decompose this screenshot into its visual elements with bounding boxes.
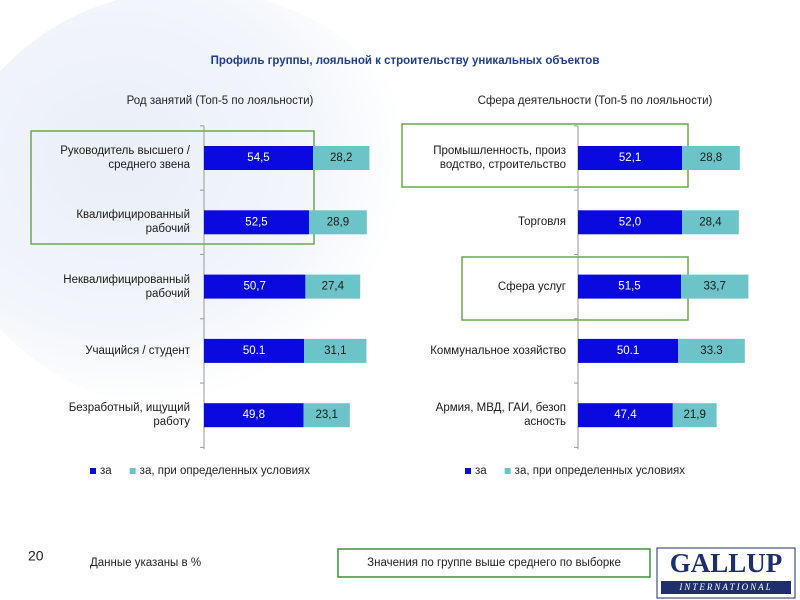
value-label: 33.3 bbox=[700, 345, 722, 357]
legend-label: за bbox=[100, 465, 112, 477]
value-label: 51,5 bbox=[618, 281, 640, 293]
logo-subtitle: INTERNATIONAL bbox=[678, 582, 772, 592]
bar-segment bbox=[672, 403, 717, 428]
category-label: Торговля bbox=[517, 216, 566, 229]
bar-segment bbox=[678, 338, 745, 363]
category-label-box: Торговля bbox=[517, 216, 566, 229]
value-label: 33,7 bbox=[704, 281, 726, 293]
bar-segment bbox=[313, 146, 370, 170]
value-label: 27,4 bbox=[322, 281, 345, 293]
bar-segment bbox=[204, 210, 309, 235]
logo-name: GALLUP bbox=[670, 548, 783, 578]
bar-segment bbox=[204, 403, 304, 428]
background-globe bbox=[0, 0, 430, 410]
category-label: Промышленность, произ водство, строитель… bbox=[433, 145, 566, 171]
bar-segment bbox=[682, 146, 740, 170]
title-box: Профиль группы, лояльной к строительству… bbox=[210, 55, 600, 67]
value-label: 52,0 bbox=[619, 216, 641, 228]
logo-band bbox=[661, 581, 791, 594]
bar-segment bbox=[578, 146, 683, 170]
category-label: Безработный, ищущий работу bbox=[68, 402, 190, 429]
bar-segment bbox=[305, 274, 361, 299]
value-label: 50,7 bbox=[244, 281, 266, 293]
slide-title: Профиль группы, лояльной к строительству… bbox=[210, 55, 600, 67]
value-label: 28,8 bbox=[700, 152, 722, 164]
value-label: 52,1 bbox=[619, 152, 641, 164]
bar-segment bbox=[578, 338, 679, 363]
category-label-box: Промышленность, произ водство, строитель… bbox=[433, 145, 566, 171]
category-label: Неквалифицированный рабочий bbox=[63, 273, 190, 300]
value-label: 31,1 bbox=[324, 345, 346, 357]
category-label-box: Руководитель высшего / среднего звена bbox=[60, 145, 190, 171]
legend-label: за bbox=[475, 465, 487, 477]
bar-segment bbox=[682, 210, 739, 235]
category-label-box: Безработный, ищущий работу bbox=[68, 402, 190, 429]
bar-segment bbox=[578, 210, 682, 235]
legend-swatch bbox=[90, 468, 96, 474]
bar-segment bbox=[309, 210, 367, 235]
highlight-box bbox=[30, 130, 315, 245]
value-label: 28,2 bbox=[330, 152, 352, 164]
category-label-box: Коммунальное хозяйство bbox=[430, 344, 566, 357]
legend-swatch bbox=[465, 468, 471, 474]
footnote: Данные указаны в % bbox=[90, 557, 201, 569]
category-label-box: Квалифицированный рабочий bbox=[76, 209, 190, 236]
value-label: 23,1 bbox=[316, 409, 338, 421]
category-label-box: Сфера услуг bbox=[497, 280, 566, 293]
page-number: 20 bbox=[28, 548, 44, 564]
bar-segment bbox=[204, 274, 306, 299]
legend-label: за, при определенных условиях bbox=[140, 465, 311, 477]
legend-swatch bbox=[504, 468, 511, 474]
legend-swatch bbox=[129, 468, 136, 474]
value-label: 28,9 bbox=[327, 216, 349, 228]
category-label: Коммунальное хозяйство bbox=[430, 344, 566, 357]
bar-segment bbox=[681, 274, 749, 299]
value-label: 47,4 bbox=[614, 409, 637, 421]
value-label: 50.1 bbox=[243, 345, 265, 357]
category-label-box: Армия, МВД, ГАИ, безоп асность bbox=[435, 402, 566, 429]
chart-subtitle: Род занятий (Топ-5 по лояльности) bbox=[127, 95, 314, 107]
category-label-box: Учащийся / студент bbox=[85, 344, 190, 357]
bar-segment bbox=[204, 146, 313, 170]
category-label: Руководитель высшего / среднего звена bbox=[60, 145, 190, 171]
value-label: 50.1 bbox=[617, 345, 639, 357]
legend-label: за, при определенных условиях bbox=[515, 465, 686, 477]
highlight-note: Значения по группе выше среднего по выбо… bbox=[367, 557, 621, 569]
category-label: Квалифицированный рабочий bbox=[76, 209, 190, 236]
bar-segment bbox=[578, 274, 681, 299]
category-label: Сфера услуг bbox=[497, 280, 566, 293]
category-label: Учащийся / студент bbox=[85, 344, 190, 357]
value-label: 52,5 bbox=[245, 216, 267, 228]
category-label-box: Неквалифицированный рабочий bbox=[63, 273, 190, 300]
bar-segment bbox=[304, 338, 367, 363]
value-label: 54,5 bbox=[247, 152, 269, 164]
bar-segment bbox=[578, 403, 673, 428]
chart-subtitle: Сфера деятельности (Топ-5 по лояльности) bbox=[478, 95, 713, 107]
bar-segment bbox=[303, 403, 350, 428]
value-label: 21,9 bbox=[684, 409, 706, 421]
bar-segment bbox=[204, 338, 305, 363]
highlight-legend-box bbox=[337, 548, 651, 578]
value-label: 28,4 bbox=[699, 216, 722, 228]
value-label: 49,8 bbox=[243, 409, 265, 421]
category-label: Армия, МВД, ГАИ, безоп асность bbox=[435, 402, 566, 429]
